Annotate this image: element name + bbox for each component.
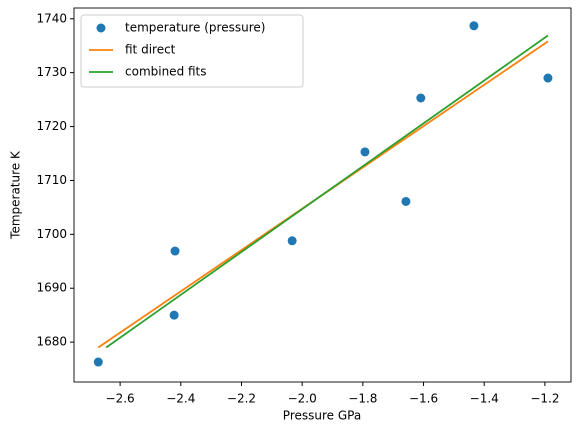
y-tick-label: 1690 [36, 281, 67, 295]
x-axis-label: Pressure GPa [283, 409, 361, 423]
x-tick-label: −1.4 [470, 392, 499, 406]
y-tick-label: 1740 [36, 11, 67, 25]
legend-label: temperature (pressure) [125, 21, 265, 35]
legend-label: fit direct [125, 43, 176, 57]
x-tick-label: −1.8 [348, 392, 377, 406]
y-tick-label: 1720 [36, 119, 67, 133]
y-tick-label: 1710 [36, 173, 67, 187]
point [416, 93, 426, 103]
y-tick-label: 1680 [36, 335, 67, 349]
point [287, 236, 297, 246]
point [401, 196, 411, 206]
plot-frame [73, 7, 572, 383]
point [93, 357, 103, 367]
x-tick-label: −2.2 [227, 392, 256, 406]
y-tick-label: 1700 [36, 227, 67, 241]
x-tick-label: −1.6 [409, 392, 438, 406]
y-axis-label: Temperature K [9, 150, 23, 240]
x-tick-label: −2.0 [288, 392, 317, 406]
point [360, 147, 370, 157]
x-tick-label: −2.4 [166, 392, 195, 406]
point [169, 310, 179, 320]
x-tick-label: −1.2 [530, 392, 559, 406]
point [469, 21, 479, 31]
y-tick-label: 1730 [36, 65, 67, 79]
legend-box [80, 14, 304, 88]
point [543, 73, 553, 83]
legend-label: combined fits [125, 65, 207, 79]
legend-marker [96, 23, 106, 33]
fit-line [105, 34, 549, 349]
point [170, 246, 180, 256]
x-tick-label: −2.6 [106, 392, 135, 406]
